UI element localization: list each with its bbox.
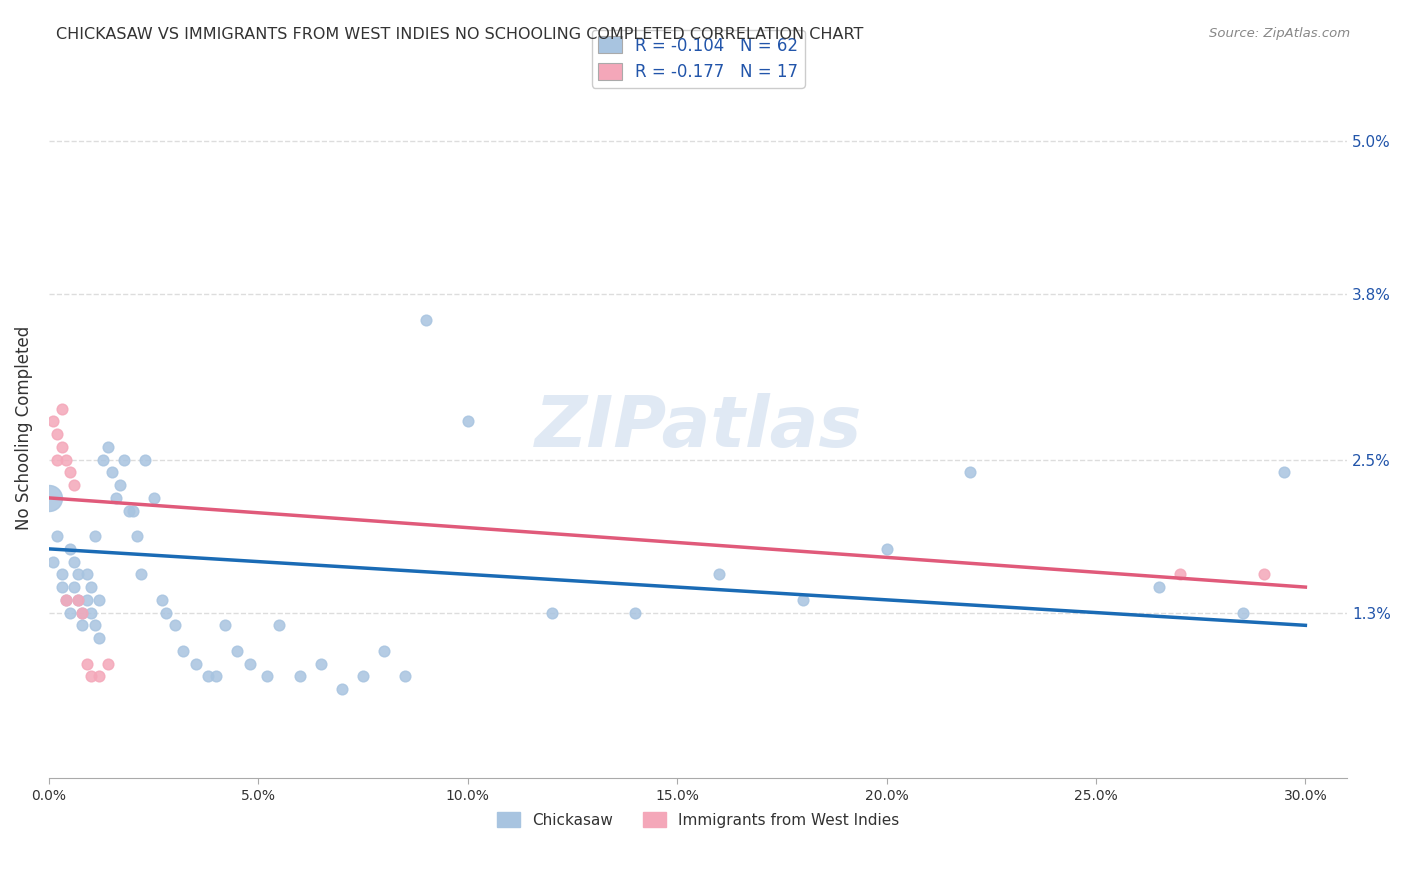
Point <box>63 478 86 492</box>
Point <box>707 567 730 582</box>
Point <box>540 606 562 620</box>
Point <box>51 567 73 582</box>
Point <box>108 478 131 492</box>
Point <box>63 580 86 594</box>
Point <box>46 452 69 467</box>
Point <box>457 414 479 428</box>
Point <box>38 491 60 505</box>
Point <box>125 529 148 543</box>
Point <box>101 466 124 480</box>
Point <box>1253 567 1275 582</box>
Point <box>55 452 77 467</box>
Point <box>214 618 236 632</box>
Point <box>239 657 262 671</box>
Point <box>67 592 90 607</box>
Point <box>42 414 65 428</box>
Point <box>55 592 77 607</box>
Point <box>792 592 814 607</box>
Text: ZIPatlas: ZIPatlas <box>534 393 862 462</box>
Point <box>155 606 177 620</box>
Point <box>80 669 103 683</box>
Point <box>59 541 82 556</box>
Point <box>150 592 173 607</box>
Point <box>624 606 647 620</box>
Point <box>80 606 103 620</box>
Point <box>352 669 374 683</box>
Point <box>97 657 120 671</box>
Point <box>59 606 82 620</box>
Point <box>184 657 207 671</box>
Point <box>93 452 115 467</box>
Point <box>80 580 103 594</box>
Point <box>142 491 165 505</box>
Point <box>309 657 332 671</box>
Point <box>373 644 395 658</box>
Point <box>172 644 194 658</box>
Point <box>84 618 107 632</box>
Point <box>1147 580 1170 594</box>
Point <box>290 669 312 683</box>
Point <box>394 669 416 683</box>
Point <box>415 312 437 326</box>
Point <box>46 529 69 543</box>
Point <box>134 452 156 467</box>
Point <box>129 567 152 582</box>
Legend: Chickasaw, Immigrants from West Indies: Chickasaw, Immigrants from West Indies <box>491 805 905 834</box>
Text: Source: ZipAtlas.com: Source: ZipAtlas.com <box>1209 27 1350 40</box>
Text: CHICKASAW VS IMMIGRANTS FROM WEST INDIES NO SCHOOLING COMPLETED CORRELATION CHAR: CHICKASAW VS IMMIGRANTS FROM WEST INDIES… <box>56 27 863 42</box>
Point <box>1168 567 1191 582</box>
Point <box>67 567 90 582</box>
Point <box>269 618 291 632</box>
Point <box>76 567 98 582</box>
Point <box>84 529 107 543</box>
Point <box>51 401 73 416</box>
Point <box>256 669 278 683</box>
Point <box>51 440 73 454</box>
Point <box>72 606 94 620</box>
Point <box>330 681 353 696</box>
Point <box>112 452 135 467</box>
Point <box>51 580 73 594</box>
Point <box>46 427 69 442</box>
Point <box>163 618 186 632</box>
Point <box>76 657 98 671</box>
Point <box>121 503 143 517</box>
Point <box>197 669 219 683</box>
Point <box>76 592 98 607</box>
Point <box>97 440 120 454</box>
Point <box>67 592 90 607</box>
Point <box>89 669 111 683</box>
Point <box>72 606 94 620</box>
Point <box>42 555 65 569</box>
Point <box>117 503 139 517</box>
Point <box>876 541 898 556</box>
Point <box>1274 466 1296 480</box>
Point <box>104 491 127 505</box>
Point <box>89 631 111 645</box>
Point <box>72 618 94 632</box>
Point <box>226 644 249 658</box>
Point <box>55 592 77 607</box>
Point <box>205 669 228 683</box>
Point <box>1232 606 1254 620</box>
Point <box>63 555 86 569</box>
Y-axis label: No Schooling Completed: No Schooling Completed <box>15 326 32 530</box>
Point <box>959 466 981 480</box>
Point <box>89 592 111 607</box>
Point <box>59 466 82 480</box>
